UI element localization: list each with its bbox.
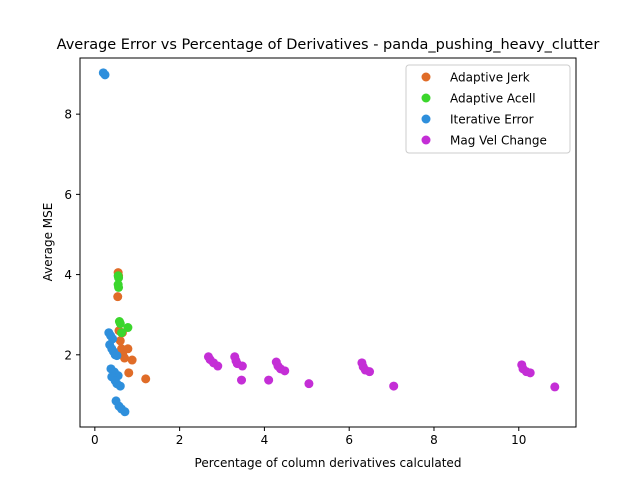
point-series-2-20 — [120, 407, 130, 417]
point-series-3-8 — [237, 375, 247, 385]
y-tick-label-2: 6 — [64, 188, 72, 202]
x-tick-label-0: 0 — [91, 433, 99, 447]
point-series-2-9 — [112, 351, 122, 361]
x-axis-ticks: 0 2 4 6 8 10 — [91, 427, 526, 447]
point-series-0-7 — [120, 353, 130, 363]
point-series-0-10 — [124, 368, 134, 378]
point-series-3-14 — [304, 379, 314, 389]
legend: Adaptive Jerk Adaptive Acell Iterative Err… — [405, 64, 571, 154]
point-series-3-12 — [280, 366, 290, 376]
legend-marker-3 — [421, 135, 431, 145]
y-tick-label-1: 4 — [64, 268, 72, 282]
x-tick-label-1: 2 — [176, 433, 184, 447]
point-series-0-11 — [141, 374, 151, 384]
y-axis-ticks: 2 4 6 8 — [64, 108, 80, 362]
point-series-1-5 — [115, 319, 125, 329]
legend-label-0: Adaptive Jerk — [450, 71, 530, 85]
point-series-2-16 — [115, 381, 125, 391]
point-series-3-24 — [550, 382, 560, 392]
x-axis-label: Percentage of column derivatives calcula… — [195, 456, 462, 470]
legend-label-2: Iterative Error — [450, 113, 534, 127]
point-series-1-1 — [114, 273, 124, 283]
y-tick-label-0: 2 — [64, 348, 72, 362]
x-tick-label-4: 8 — [430, 433, 438, 447]
point-series-0-2 — [113, 292, 123, 302]
legend-marker-1 — [421, 93, 431, 103]
point-series-1-3 — [114, 282, 124, 292]
point-series-2-1 — [100, 70, 110, 80]
legend-label-3: Mag Vel Change — [450, 134, 547, 148]
data-points — [98, 68, 560, 417]
y-axis-label: Average MSE — [41, 203, 55, 282]
plot-frame — [79, 57, 577, 428]
point-series-3-18 — [365, 367, 375, 377]
legend-box — [405, 64, 571, 154]
x-tick-label-5: 10 — [511, 433, 526, 447]
point-series-1-6 — [123, 323, 133, 333]
legend-marker-0 — [421, 72, 431, 82]
x-tick-label-2: 4 — [261, 433, 269, 447]
point-series-3-3 — [213, 361, 223, 371]
y-tick-label-3: 8 — [64, 108, 72, 122]
legend-label-1: Adaptive Acell — [450, 92, 536, 106]
point-series-0-9 — [127, 355, 137, 365]
point-series-0-4 — [115, 336, 125, 346]
point-series-1-7 — [117, 328, 127, 338]
point-series-3-23 — [525, 368, 535, 378]
point-series-3-19 — [389, 381, 399, 391]
point-series-0-8 — [123, 344, 133, 354]
legend-marker-2 — [421, 114, 431, 124]
chart-title: Average Error vs Percentage of Derivativ… — [57, 37, 600, 53]
point-series-3-13 — [264, 375, 274, 385]
point-series-3-7 — [237, 361, 247, 371]
x-tick-label-3: 6 — [345, 433, 353, 447]
